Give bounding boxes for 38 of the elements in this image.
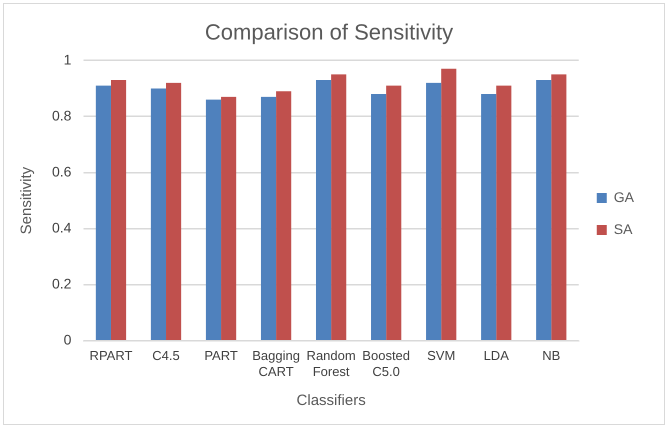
bar	[551, 74, 566, 340]
y-tick-label: 0.2	[52, 276, 72, 292]
bar	[260, 96, 276, 340]
x-tick-label: NB	[542, 348, 560, 364]
bar	[496, 86, 512, 340]
bar	[536, 80, 552, 340]
x-tick-label: LDA	[484, 348, 510, 364]
x-tick-label: SVM	[427, 348, 456, 364]
bar	[276, 91, 292, 340]
x-tick-label: RPART	[90, 348, 132, 364]
y-tick-label: 0.6	[52, 163, 72, 180]
bar	[221, 96, 236, 340]
x-tick-label: Boosted C5.0	[362, 348, 410, 379]
bar	[96, 86, 111, 340]
y-axis-title: Sensitivity	[18, 166, 36, 234]
bar	[426, 82, 442, 340]
legend-label: SA	[614, 220, 634, 237]
bar	[386, 86, 402, 340]
x-tick-label: Bagging CART	[252, 348, 300, 379]
bar	[331, 74, 346, 340]
x-tick-label: Random Forest	[306, 348, 356, 379]
y-tick-label: 0	[64, 332, 72, 348]
bar	[166, 82, 182, 340]
bar	[316, 80, 332, 340]
y-tick-label: 1	[64, 51, 72, 68]
chart-title: Comparison of Sensitivity	[204, 19, 454, 44]
y-tick-label: 0.4	[52, 220, 72, 236]
bar	[371, 94, 386, 340]
bar	[441, 68, 456, 340]
bar	[150, 88, 166, 340]
bar	[110, 80, 126, 340]
legend-label: GA	[614, 188, 635, 205]
x-tick-label: C4.5	[152, 348, 180, 364]
x-axis-title: Classifiers	[296, 392, 366, 410]
x-tick-label: PART	[204, 348, 238, 364]
bar	[206, 100, 222, 340]
y-tick-label: 0.8	[52, 107, 72, 124]
bar	[481, 94, 496, 340]
